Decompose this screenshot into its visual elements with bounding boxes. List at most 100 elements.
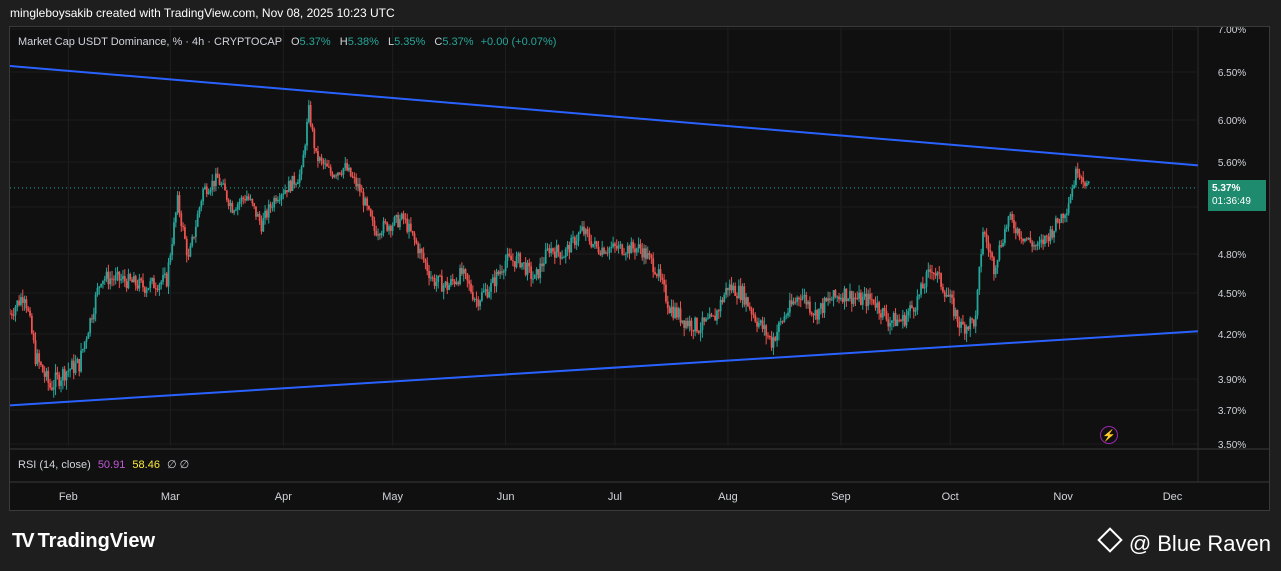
candle-body [169,255,172,263]
candle-body [634,248,636,253]
candle-body [415,239,418,244]
candle-body [885,311,888,320]
candle-body [32,333,35,341]
candle-body [477,299,480,307]
candle-body [739,285,742,301]
candle-body [87,333,90,339]
candle-body [12,315,15,317]
candle-body [639,244,642,249]
candle-body [650,254,653,259]
candle-body [92,313,95,320]
candle-body [951,294,953,298]
candle-body [96,287,99,295]
candle-body [641,248,644,258]
candle-body [430,277,432,279]
candle-body [604,252,607,254]
candle-body [56,372,59,375]
candle-body [985,234,988,243]
rsi-label: RSI (14, close) [18,459,91,471]
candle-body [380,232,383,236]
candle-body [920,283,922,295]
candle-body [384,221,387,223]
candle-body [588,233,591,242]
candle-body [756,321,758,327]
candle-body [36,353,39,365]
candle-body [517,253,520,257]
candle-body [52,387,55,390]
candle-body [628,245,631,254]
candle-body [504,260,507,272]
candle-body [61,369,64,381]
candle-body [865,293,868,307]
candle-body [482,290,485,293]
candle-body [209,190,212,193]
candle-body [506,253,509,261]
candle-body [251,199,254,204]
candle-body [1016,228,1019,234]
candle-body [280,194,283,200]
candle-body [559,252,562,259]
candle-body [147,288,150,290]
candle-body [493,277,496,287]
candle-body [960,321,963,328]
candle-body [211,180,214,191]
candle-body [107,271,110,285]
candle-body [717,310,720,312]
candle-body [133,276,135,283]
candle-body [681,320,684,323]
candle-body [550,248,553,254]
candle-body [98,286,101,288]
candle-body [947,294,950,297]
candle-body [890,320,893,323]
candle-body [80,350,82,372]
candle-body [163,273,166,276]
candle-body [590,241,593,247]
candle-body [991,252,994,258]
candle-body [276,199,279,202]
candle-body [646,253,649,259]
candle-body [949,294,952,297]
candle-body [863,293,866,297]
candle-body [156,289,159,291]
candle-body [322,160,325,164]
candle-body [227,199,230,206]
candle-body [736,295,738,299]
candle-body [699,329,702,333]
candle-body [894,313,897,326]
candle-body [102,280,104,284]
candle-body [861,296,864,305]
candle-body [978,266,981,290]
candle-body [207,192,210,195]
y-tick-label: 3.70% [1218,406,1246,417]
candle-body [805,294,808,305]
candle-body [18,300,21,306]
candle-body [763,325,766,330]
candle-body [790,300,793,305]
candle-body [767,335,769,337]
high-value: 5.38% [347,36,379,48]
candle-body [761,320,764,330]
candle-body [1024,238,1026,242]
chart-panel[interactable]: Feb Mar Apr May Jun Jul Aug Sep Oct Nov Dec 7.00% 6.… [9,26,1270,511]
candle-body [993,257,995,275]
candle-body [900,320,902,322]
x-tick-label: Mar [161,491,180,503]
candle-body [989,250,992,253]
candle-body [511,260,514,262]
candle-body [395,215,398,218]
candle-body [205,186,208,195]
candle-body [858,292,860,299]
candle-body [971,318,973,320]
lightning-icon[interactable]: ⚡ [1100,426,1118,444]
candle-body [867,293,870,307]
candle-body [45,370,48,377]
price-chart[interactable]: Feb Mar Apr May Jun Jul Aug Sep Oct Nov Dec 7.00% 6.… [10,27,1269,510]
candle-body [679,308,682,323]
candle-body [358,183,361,192]
candle-body [138,278,141,289]
candle-body [231,203,234,213]
candle-body [665,284,667,302]
candle-body [787,312,789,316]
candle-body [120,278,123,281]
candle-body [437,275,440,283]
